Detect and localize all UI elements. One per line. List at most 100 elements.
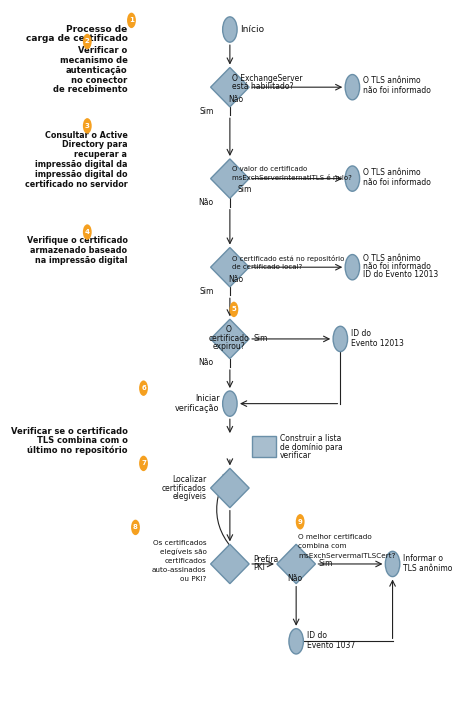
Text: O: O (226, 325, 232, 335)
Text: auto-assinados: auto-assinados (152, 568, 207, 573)
Text: Não: Não (228, 275, 243, 284)
Text: Verificar o: Verificar o (78, 46, 128, 55)
Text: ID do: ID do (351, 329, 371, 337)
Text: Não: Não (199, 198, 214, 207)
Text: de certificado local?: de certificado local? (232, 263, 302, 270)
Circle shape (345, 166, 359, 191)
Text: 5: 5 (231, 306, 236, 312)
Text: O TLS anônimo: O TLS anônimo (363, 168, 420, 176)
Text: combina com: combina com (298, 544, 347, 549)
Text: Evento 12013: Evento 12013 (351, 339, 403, 347)
Text: ID do Evento 12013: ID do Evento 12013 (363, 270, 438, 280)
Text: Processo de: Processo de (66, 25, 128, 34)
Text: certificados: certificados (162, 484, 207, 493)
Text: Informar o: Informar o (403, 554, 443, 563)
Text: 4: 4 (85, 229, 90, 235)
Text: verificação: verificação (175, 404, 219, 413)
Text: Sim: Sim (319, 559, 333, 568)
Text: de domínio para: de domínio para (280, 443, 343, 452)
Text: 7: 7 (141, 460, 146, 467)
Text: autenticação: autenticação (66, 66, 128, 75)
Text: Sim: Sim (200, 287, 214, 296)
Polygon shape (277, 544, 315, 584)
FancyBboxPatch shape (252, 436, 276, 457)
Circle shape (83, 118, 92, 133)
Text: Início: Início (241, 25, 264, 34)
Text: Sim: Sim (238, 185, 252, 193)
Text: TLS combina com o: TLS combina com o (37, 436, 128, 445)
Text: O TLS anônimo: O TLS anônimo (363, 76, 420, 85)
Text: 2: 2 (85, 38, 90, 44)
Circle shape (333, 326, 347, 352)
Text: msExchServermaITLSCert?: msExchServermaITLSCert? (298, 553, 396, 558)
Text: Consultar o Active: Consultar o Active (45, 131, 128, 140)
Circle shape (345, 75, 359, 100)
Text: O melhor certificado: O melhor certificado (298, 534, 372, 540)
Circle shape (139, 455, 148, 471)
Circle shape (296, 514, 305, 530)
Polygon shape (211, 468, 249, 508)
Text: Prefira: Prefira (253, 554, 279, 563)
Circle shape (131, 520, 140, 535)
Circle shape (139, 381, 148, 396)
Text: mecanismo de: mecanismo de (60, 56, 128, 65)
Text: de recebimento: de recebimento (53, 85, 128, 95)
Text: 1: 1 (129, 18, 134, 23)
Text: na impressão digital: na impressão digital (35, 256, 128, 265)
Circle shape (230, 301, 238, 317)
Polygon shape (211, 159, 249, 198)
Text: msExchServerInternatITLS é nulo?: msExchServerInternatITLS é nulo? (232, 175, 352, 181)
Text: Sim: Sim (200, 107, 214, 116)
Text: impressão digital do: impressão digital do (35, 170, 128, 179)
Text: Verificar se o certificado: Verificar se o certificado (11, 426, 128, 436)
Text: elegíveis são: elegíveis são (160, 549, 207, 555)
Text: não foi informado: não foi informado (363, 262, 431, 271)
Text: certificado: certificado (208, 334, 249, 342)
Text: 3: 3 (85, 123, 90, 129)
Text: PKI: PKI (253, 563, 265, 572)
Text: expirou?: expirou? (213, 342, 245, 351)
Text: 9: 9 (298, 519, 302, 525)
Text: recuperar a: recuperar a (74, 150, 128, 159)
Circle shape (223, 391, 237, 417)
Text: último no repositório: último no repositório (27, 446, 128, 455)
Circle shape (83, 225, 92, 240)
Text: Sim: Sim (254, 335, 269, 343)
Text: Evento 1037: Evento 1037 (307, 641, 355, 650)
Text: armazenado baseado: armazenado baseado (30, 246, 128, 255)
Text: O TLS anônimo: O TLS anônimo (363, 253, 420, 263)
Text: TLS anônimo: TLS anônimo (403, 563, 453, 573)
Text: Não: Não (228, 95, 243, 104)
Text: ou PKI?: ou PKI? (180, 576, 207, 582)
Text: elegíveis: elegíveis (173, 492, 207, 501)
Polygon shape (211, 68, 249, 107)
Text: O ExchangeServer: O ExchangeServer (232, 73, 302, 83)
Text: no conector: no conector (71, 76, 128, 85)
Text: Não: Não (287, 573, 302, 582)
Text: não foi informado: não foi informado (363, 86, 431, 95)
Text: Localizar: Localizar (172, 475, 207, 484)
Text: Não: Não (199, 359, 214, 367)
Circle shape (83, 34, 92, 49)
Text: 8: 8 (133, 525, 138, 530)
Circle shape (345, 255, 359, 280)
Circle shape (127, 13, 136, 28)
Text: 6: 6 (141, 385, 146, 391)
Text: Construir a lista: Construir a lista (280, 434, 341, 443)
Text: Directory para: Directory para (62, 140, 128, 150)
Text: impressão digital da: impressão digital da (35, 160, 128, 169)
Polygon shape (211, 544, 249, 584)
Text: certificados: certificados (165, 558, 207, 564)
Circle shape (289, 628, 303, 654)
Text: O valor do certificado: O valor do certificado (232, 167, 307, 172)
Text: Verifique o certificado: Verifique o certificado (27, 236, 128, 245)
Text: Os certificados: Os certificados (153, 540, 207, 546)
Text: O certificado está no repositório: O certificado está no repositório (232, 255, 344, 261)
Polygon shape (211, 319, 249, 359)
Text: verificar: verificar (280, 451, 312, 460)
Text: carga de certificado: carga de certificado (26, 34, 128, 43)
Circle shape (223, 17, 237, 42)
Polygon shape (211, 248, 249, 287)
Text: Iniciar: Iniciar (195, 394, 219, 403)
Circle shape (385, 551, 400, 577)
